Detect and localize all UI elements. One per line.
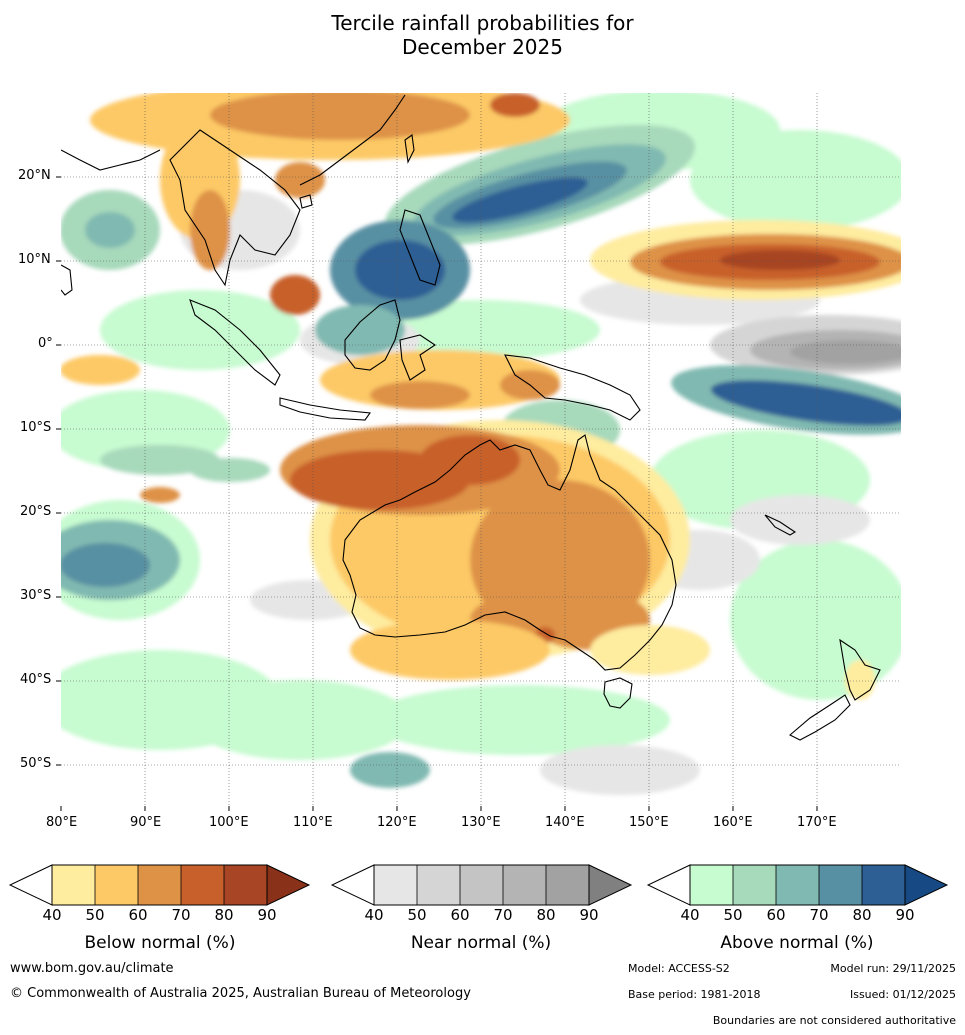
- colorbar-near: [330, 864, 633, 906]
- lon-label: 110°E: [293, 815, 333, 830]
- lon-label: 170°E: [797, 815, 837, 830]
- probability-shading: [61, 93, 901, 806]
- colorbar-near-title: Near normal (%): [410, 933, 552, 953]
- colorbar-below: [8, 864, 311, 906]
- lon-label: 140°E: [545, 815, 585, 830]
- model-text: Model: ACCESS-S2: [628, 962, 730, 975]
- colorbar-tick: 90: [895, 906, 915, 924]
- chart-title-line1: Tercile rainfall probabilities for: [331, 11, 634, 35]
- lon-label: 150°E: [629, 815, 669, 830]
- lon-label: 130°E: [461, 815, 501, 830]
- lon-label: 160°E: [713, 815, 753, 830]
- lat-label: 20°S: [20, 504, 52, 519]
- colorbar-above: [646, 864, 949, 906]
- colorbar-tick: 40: [42, 906, 62, 924]
- colorbar-above-title: Above normal (%): [720, 933, 874, 953]
- colorbar-tick: 70: [809, 906, 829, 924]
- colorbar-tick: 70: [171, 906, 191, 924]
- lat-label: 20°N: [18, 168, 51, 183]
- lon-label: 100°E: [209, 815, 249, 830]
- lat-label: 40°S: [20, 672, 52, 687]
- colorbar-tick: 40: [680, 906, 700, 924]
- copyright-text: © Commonwealth of Australia 2025, Austra…: [10, 986, 471, 1001]
- lon-label: 90°E: [130, 815, 162, 830]
- colorbar-tick: 50: [85, 906, 105, 924]
- colorbar-tick: 80: [214, 906, 234, 924]
- colorbar-tick: 50: [407, 906, 427, 924]
- colorbar-tick: 60: [450, 906, 470, 924]
- colorbar-tick: 80: [852, 906, 872, 924]
- disclaimer-text: Boundaries are not considered authoritat…: [712, 1014, 956, 1027]
- colorbar-tick: 40: [364, 906, 384, 924]
- colorbar-tick: 70: [493, 906, 513, 924]
- colorbar-tick: 60: [766, 906, 786, 924]
- colorbar-below-title: Below normal (%): [84, 933, 236, 953]
- colorbar-tick: 80: [536, 906, 556, 924]
- lon-label: 80°E: [46, 815, 78, 830]
- lat-label: 10°N: [18, 252, 51, 267]
- lon-label: 120°E: [377, 815, 417, 830]
- colorbar-tick: 60: [128, 906, 148, 924]
- chart-title-line2: December 2025: [402, 35, 563, 59]
- base-period-text: Base period: 1981-2018: [628, 988, 761, 1001]
- colorbar-tick: 90: [579, 906, 599, 924]
- colorbar-tick: 50: [723, 906, 743, 924]
- model-run-text: Model run: 29/11/2025: [830, 962, 956, 975]
- lat-label: 10°S: [20, 420, 52, 435]
- colorbar-tick: 90: [257, 906, 277, 924]
- lat-label: 0°: [38, 336, 53, 351]
- lat-label: 50°S: [20, 756, 52, 771]
- issued-text: Issued: 01/12/2025: [849, 988, 956, 1001]
- website-link[interactable]: www.bom.gov.au/climate: [10, 961, 174, 976]
- lat-label: 30°S: [20, 588, 52, 603]
- coastlines: [61, 94, 881, 741]
